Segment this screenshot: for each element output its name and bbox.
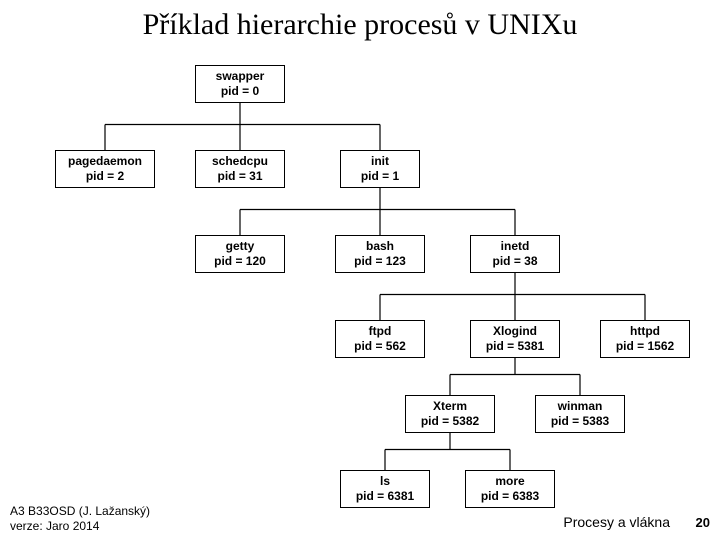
node-ftpd: ftpdpid = 562 <box>335 320 425 358</box>
node-schedcpu: schedcpupid = 31 <box>195 150 285 188</box>
process-tree-diagram: swapperpid = 0 pagedaemonpid = 2 schedcpup… <box>0 55 720 495</box>
page-number: 20 <box>696 515 710 530</box>
node-swapper: swapperpid = 0 <box>195 65 285 103</box>
node-winman: winmanpid = 5383 <box>535 395 625 433</box>
node-httpd: httpdpid = 1562 <box>600 320 690 358</box>
node-ls: lspid = 6381 <box>340 470 430 508</box>
footer-version: verze: Jaro 2014 <box>10 519 99 533</box>
node-init: initpid = 1 <box>340 150 420 188</box>
footer-left: A3 B33OSD (J. Lažanský) verze: Jaro 2014 <box>10 504 150 534</box>
node-bash: bashpid = 123 <box>335 235 425 273</box>
footer-course: A3 B33OSD (J. Lažanský) <box>10 504 150 518</box>
node-inetd: inetdpid = 38 <box>470 235 560 273</box>
node-xlogind: Xlogindpid = 5381 <box>470 320 560 358</box>
node-more: morepid = 6383 <box>465 470 555 508</box>
footer-topic: Procesy a vlákna <box>563 514 670 530</box>
node-pagedaemon: pagedaemonpid = 2 <box>55 150 155 188</box>
node-getty: gettypid = 120 <box>195 235 285 273</box>
slide-title: Příklad hierarchie procesů v UNIXu <box>0 8 720 42</box>
node-xterm: Xtermpid = 5382 <box>405 395 495 433</box>
